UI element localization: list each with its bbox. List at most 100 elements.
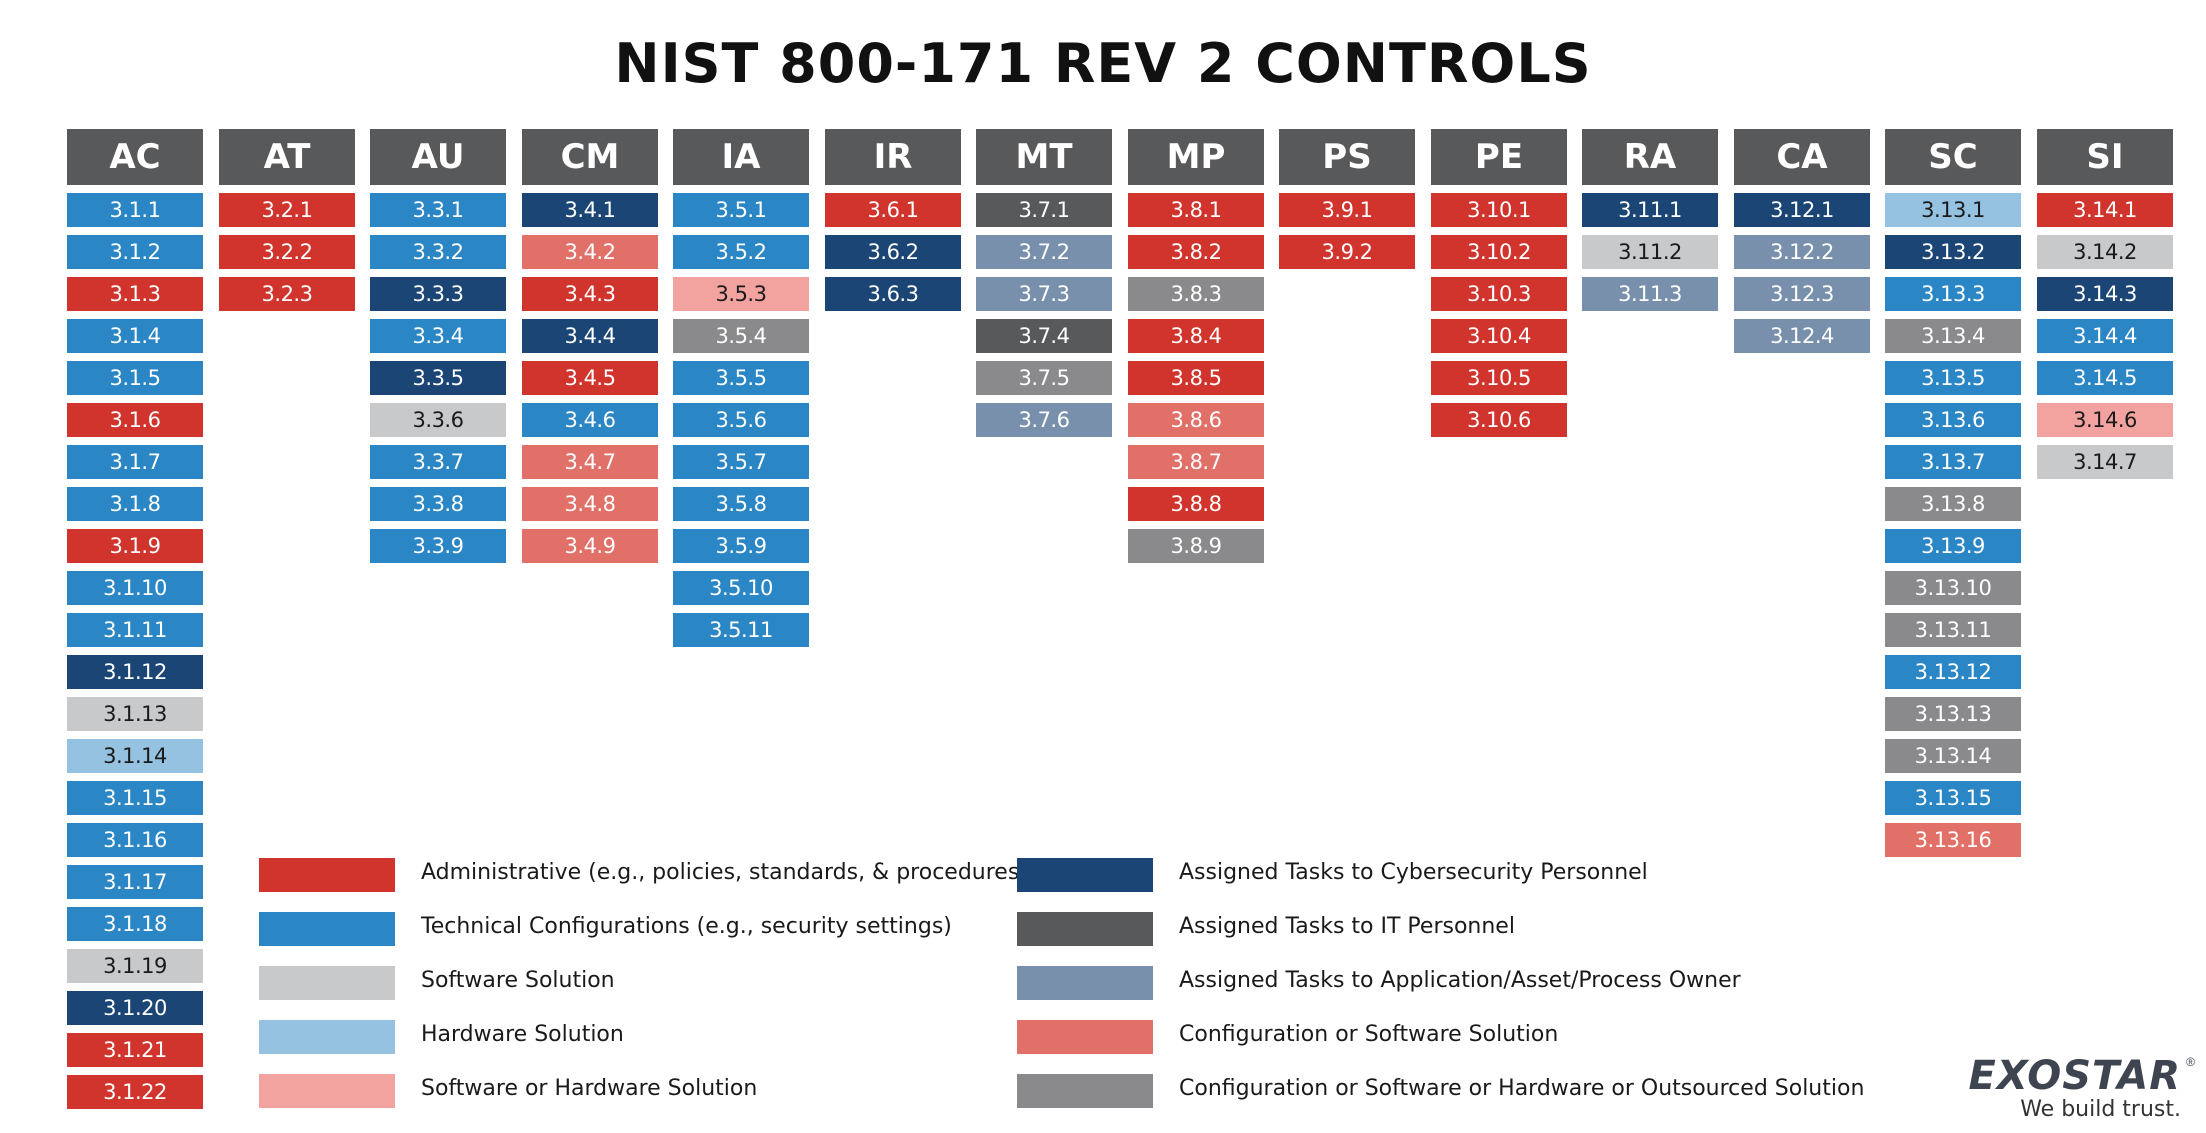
control-cell: 3.1.8 <box>67 487 203 521</box>
control-cell: 3.3.9 <box>370 529 506 563</box>
control-cell: 3.7.3 <box>976 277 1112 311</box>
family-header: MP <box>1128 129 1264 185</box>
control-cell: 3.1.16 <box>67 823 203 857</box>
control-cell: 3.14.2 <box>2037 235 2173 269</box>
control-cell: 3.3.3 <box>370 277 506 311</box>
family-header: PE <box>1431 129 1567 185</box>
control-cell: 3.10.1 <box>1431 193 1567 227</box>
legend-item-owner: Assigned Tasks to Application/Asset/Proc… <box>1017 966 1857 1000</box>
legend-swatch <box>259 1074 395 1108</box>
control-cell: 3.4.9 <box>522 529 658 563</box>
control-cell: 3.10.3 <box>1431 277 1567 311</box>
control-cell: 3.13.4 <box>1885 319 2021 353</box>
control-cell: 3.5.5 <box>673 361 809 395</box>
family-header: SC <box>1885 129 2021 185</box>
control-cell: 3.1.19 <box>67 949 203 983</box>
control-cell: 3.13.8 <box>1885 487 2021 521</box>
control-cell: 3.8.3 <box>1128 277 1264 311</box>
control-cell: 3.5.11 <box>673 613 809 647</box>
control-cell: 3.8.1 <box>1128 193 1264 227</box>
control-cell: 3.5.8 <box>673 487 809 521</box>
legend-swatch <box>259 1020 395 1054</box>
control-cell: 3.4.5 <box>522 361 658 395</box>
control-cell: 3.1.21 <box>67 1033 203 1067</box>
legend-swatch <box>1017 966 1153 1000</box>
family-ir: IR 3.6.1 3.6.2 3.6.3 <box>825 129 961 319</box>
control-cell: 3.8.4 <box>1128 319 1264 353</box>
logo-wordmark: EXOSTAR <box>1968 1053 2181 1099</box>
control-cell: 3.1.12 <box>67 655 203 689</box>
control-cell: 3.13.11 <box>1885 613 2021 647</box>
family-pe: PE 3.10.1 3.10.2 3.10.3 3.10.4 3.10.5 3.10.6 <box>1431 129 1567 445</box>
control-cell: 3.1.22 <box>67 1075 203 1109</box>
control-cell: 3.3.8 <box>370 487 506 521</box>
control-cell: 3.9.2 <box>1279 235 1415 269</box>
control-cell: 3.3.4 <box>370 319 506 353</box>
control-cell: 3.5.10 <box>673 571 809 605</box>
control-cell: 3.5.9 <box>673 529 809 563</box>
control-cell: 3.7.2 <box>976 235 1112 269</box>
family-mp: MP 3.8.1 3.8.2 3.8.3 3.8.4 3.8.5 3.8.6 3.8.7 3.8… <box>1128 129 1264 571</box>
logo-registered-mark: ® <box>2186 1055 2195 1069</box>
control-cell: 3.2.2 <box>219 235 355 269</box>
control-cell: 3.2.1 <box>219 193 355 227</box>
family-ac: AC 3.1.1 3.1.2 3.1.3 3.1.4 3.1.5 3.1.6 3.1.7 3.1… <box>67 129 203 1117</box>
control-cell: 3.5.7 <box>673 445 809 479</box>
control-cell: 3.8.6 <box>1128 403 1264 437</box>
control-cell: 3.11.3 <box>1582 277 1718 311</box>
legend-swatch <box>259 858 395 892</box>
family-header: AT <box>219 129 355 185</box>
control-cell: 3.7.5 <box>976 361 1112 395</box>
control-cell: 3.7.1 <box>976 193 1112 227</box>
legend-item-it: Assigned Tasks to IT Personnel <box>1017 912 1857 946</box>
control-cell: 3.5.2 <box>673 235 809 269</box>
control-cell: 3.14.6 <box>2037 403 2173 437</box>
page-title: NIST 800-171 REV 2 CONTROLS <box>614 32 1592 95</box>
legend-item-config-sw: Configuration or Software Solution <box>1017 1020 1857 1054</box>
family-header: SI <box>2037 129 2173 185</box>
control-cell: 3.4.7 <box>522 445 658 479</box>
family-at: AT 3.2.1 3.2.2 3.2.3 <box>219 129 355 319</box>
control-cell: 3.1.20 <box>67 991 203 1025</box>
control-cell: 3.14.3 <box>2037 277 2173 311</box>
control-cell: 3.4.6 <box>522 403 658 437</box>
control-cell: 3.2.3 <box>219 277 355 311</box>
control-cell: 3.13.12 <box>1885 655 2021 689</box>
control-cell: 3.7.6 <box>976 403 1112 437</box>
family-header: RA <box>1582 129 1718 185</box>
control-cell: 3.10.6 <box>1431 403 1567 437</box>
family-sc: SC 3.13.1 3.13.2 3.13.3 3.13.4 3.13.5 3.13.6 3.… <box>1885 129 2021 865</box>
family-mt: MT 3.7.1 3.7.2 3.7.3 3.7.4 3.7.5 3.7.6 <box>976 129 1112 445</box>
control-cell: 3.1.10 <box>67 571 203 605</box>
control-cell: 3.3.1 <box>370 193 506 227</box>
control-cell: 3.13.5 <box>1885 361 2021 395</box>
control-cell: 3.1.13 <box>67 697 203 731</box>
control-cell: 3.8.9 <box>1128 529 1264 563</box>
control-cell: 3.5.1 <box>673 193 809 227</box>
legend-item-cyber: Assigned Tasks to Cybersecurity Personne… <box>1017 858 1857 892</box>
family-ca: CA 3.12.1 3.12.2 3.12.3 3.12.4 <box>1734 129 1870 361</box>
family-header: CM <box>522 129 658 185</box>
control-cell: 3.4.3 <box>522 277 658 311</box>
legend-swatch <box>1017 858 1153 892</box>
control-cell: 3.12.2 <box>1734 235 1870 269</box>
legend-item-software: Software Solution <box>259 966 999 1000</box>
control-cell: 3.8.8 <box>1128 487 1264 521</box>
control-cell: 3.5.4 <box>673 319 809 353</box>
control-cell: 3.14.4 <box>2037 319 2173 353</box>
control-cell: 3.1.15 <box>67 781 203 815</box>
control-cell: 3.13.10 <box>1885 571 2021 605</box>
legend-label: Administrative (e.g., policies, standard… <box>421 860 1028 885</box>
control-cell: 3.1.6 <box>67 403 203 437</box>
legend-label: Configuration or Software Solution <box>1179 1022 1559 1047</box>
control-cell: 3.13.13 <box>1885 697 2021 731</box>
legend-swatch <box>1017 1074 1153 1108</box>
control-cell: 3.1.17 <box>67 865 203 899</box>
control-cell: 3.11.1 <box>1582 193 1718 227</box>
control-cell: 3.8.5 <box>1128 361 1264 395</box>
family-header: CA <box>1734 129 1870 185</box>
control-cell: 3.4.1 <box>522 193 658 227</box>
legend-label: Technical Configurations (e.g., security… <box>421 914 952 939</box>
control-cell: 3.14.7 <box>2037 445 2173 479</box>
legend-label: Software Solution <box>421 968 615 993</box>
